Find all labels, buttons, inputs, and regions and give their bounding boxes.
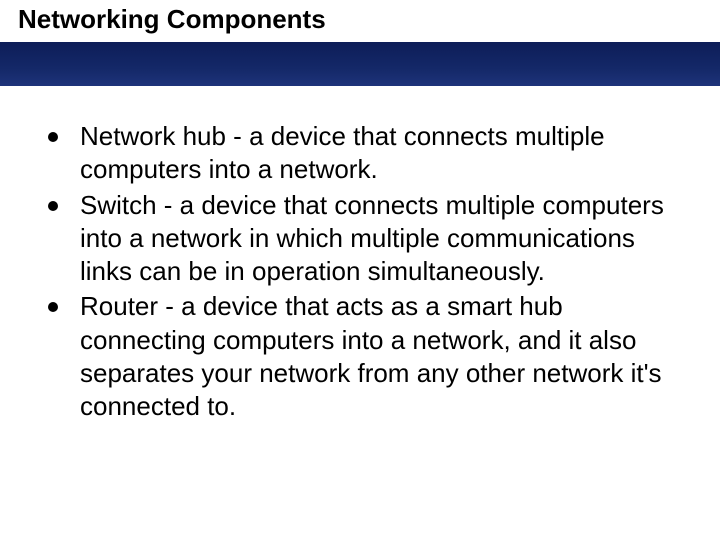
bullet-icon bbox=[48, 201, 58, 211]
slide-content: Network hub - a device that connects mul… bbox=[0, 86, 720, 445]
bullet-list: Network hub - a device that connects mul… bbox=[48, 120, 692, 423]
slide-title: Networking Components bbox=[0, 4, 720, 35]
list-item: Network hub - a device that connects mul… bbox=[48, 120, 692, 187]
bullet-icon bbox=[48, 132, 58, 142]
slide-header: Networking Components bbox=[0, 0, 720, 86]
title-background: Networking Components bbox=[0, 0, 720, 42]
bullet-icon bbox=[48, 302, 58, 312]
bullet-text: Router - a device that acts as a smart h… bbox=[80, 290, 692, 423]
bullet-text: Switch - a device that connects multiple… bbox=[80, 189, 692, 289]
list-item: Router - a device that acts as a smart h… bbox=[48, 290, 692, 423]
list-item: Switch - a device that connects multiple… bbox=[48, 189, 692, 289]
bullet-text: Network hub - a device that connects mul… bbox=[80, 120, 692, 187]
header-band bbox=[0, 42, 720, 86]
